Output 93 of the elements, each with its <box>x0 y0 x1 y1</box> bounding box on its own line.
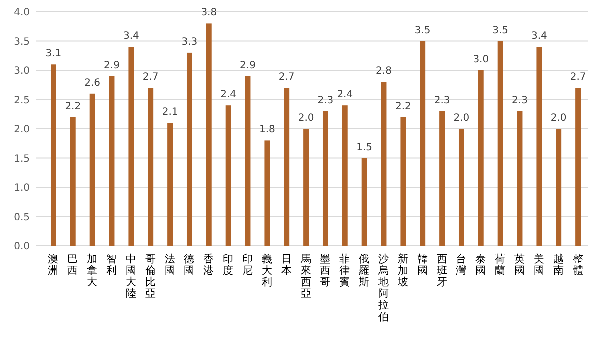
bar <box>498 41 504 246</box>
data-label: 3.0 <box>473 54 490 66</box>
x-tick-label: 義大利 <box>262 254 273 289</box>
bar <box>536 47 542 246</box>
y-tick-label: 4.0 <box>14 8 30 18</box>
data-label: 2.7 <box>570 72 586 84</box>
bar <box>70 117 76 246</box>
bar <box>362 158 368 246</box>
data-label: 2.0 <box>454 113 470 124</box>
bar <box>284 88 290 246</box>
bar <box>342 106 348 246</box>
x-tick-label: 英國 <box>514 252 526 278</box>
x-tick-label: 加拿大 <box>87 252 98 289</box>
data-label: 3.5 <box>492 25 509 36</box>
bar <box>148 88 154 246</box>
x-tick-label: 日本 <box>281 254 292 278</box>
data-label: 2.0 <box>550 113 567 124</box>
x-tick-label: 印度 <box>223 252 234 278</box>
bar <box>458 129 464 246</box>
bar <box>400 117 406 246</box>
x-tick-label: 墨西哥 <box>320 254 332 289</box>
x-tick-label: 智利 <box>106 254 118 278</box>
x-tick-label: 德國 <box>184 254 196 278</box>
bar <box>226 106 232 246</box>
data-label: 2.3 <box>318 95 334 106</box>
bar <box>440 111 446 246</box>
bar <box>245 76 251 246</box>
x-tick-label: 台灣 <box>456 252 468 278</box>
x-tick-label: 哥倫比亞 <box>145 254 156 300</box>
x-tick-label: 新加坡 <box>396 252 409 289</box>
bar <box>128 47 134 246</box>
y-tick-label: 1.5 <box>14 154 30 165</box>
data-label: 3.4 <box>123 31 140 42</box>
data-label: 3.5 <box>414 25 431 36</box>
data-label: 1.5 <box>356 142 373 154</box>
data-label: 2.1 <box>162 107 178 118</box>
bar <box>556 129 562 246</box>
x-tick-label: 法國 <box>164 252 176 278</box>
data-label: 3.1 <box>46 48 62 60</box>
x-tick-label: 泰國 <box>476 254 487 278</box>
data-label: 2.3 <box>512 95 528 106</box>
x-tick-label: 俄羅斯 <box>359 254 370 289</box>
data-label: 1.8 <box>259 124 276 136</box>
x-tick-label: 中國大陸 <box>126 252 137 300</box>
bar <box>322 111 328 246</box>
y-tick-label: 0.0 <box>14 242 30 252</box>
bar <box>50 64 56 246</box>
data-label: 2.9 <box>240 60 256 72</box>
x-tick-label: 韓國 <box>417 252 428 278</box>
data-label: 2.2 <box>65 101 82 112</box>
y-tick-label: 3.5 <box>14 36 30 48</box>
data-label: 2.8 <box>376 66 392 78</box>
data-label: 2.7 <box>142 72 159 84</box>
y-tick-label: 2.0 <box>14 124 30 136</box>
bar <box>186 52 192 246</box>
x-tick-label: 澳洲 <box>48 254 60 278</box>
x-tick-label: 馬來西亞 <box>300 254 312 300</box>
x-tick-label: 菲律賓 <box>340 252 351 289</box>
data-label: 2.7 <box>278 72 295 84</box>
data-label: 2.6 <box>84 78 101 89</box>
data-label: 2.9 <box>104 60 120 72</box>
bar <box>381 82 387 246</box>
y-tick-label: 2.5 <box>14 95 30 106</box>
bar <box>109 76 115 246</box>
data-label: 2.3 <box>434 95 450 106</box>
bar <box>304 129 310 246</box>
bar <box>420 41 426 246</box>
x-tick-label: 整體 <box>572 254 584 278</box>
x-tick-label: 美國 <box>534 252 545 278</box>
x-tick-label: 荷蘭 <box>495 252 506 278</box>
bar <box>168 123 174 246</box>
y-tick-label: 0.5 <box>14 212 30 224</box>
data-label: 2.0 <box>298 113 314 124</box>
bar <box>90 94 96 246</box>
y-tick-label: 1.0 <box>14 183 30 194</box>
data-label: 3.3 <box>182 36 198 48</box>
x-tick-label: 香港 <box>204 252 215 278</box>
x-tick-label: 西班牙 <box>436 254 448 289</box>
x-tick-label: 印尼 <box>242 252 254 278</box>
data-label: 2.2 <box>395 101 412 112</box>
x-tick-label: 巴西 <box>68 254 79 278</box>
data-label: 3.4 <box>531 31 548 42</box>
data-label: 2.4 <box>220 90 237 101</box>
data-label: 3.8 <box>201 8 218 19</box>
bar <box>264 140 270 246</box>
data-label: 2.4 <box>337 90 354 101</box>
x-tick-label: 沙烏地阿拉伯 <box>378 252 390 324</box>
bar <box>576 88 582 246</box>
y-tick-label: 3.0 <box>14 66 30 77</box>
bar <box>517 111 523 246</box>
bar <box>478 70 484 246</box>
bar <box>206 24 212 246</box>
x-tick-label: 越南 <box>553 252 564 278</box>
